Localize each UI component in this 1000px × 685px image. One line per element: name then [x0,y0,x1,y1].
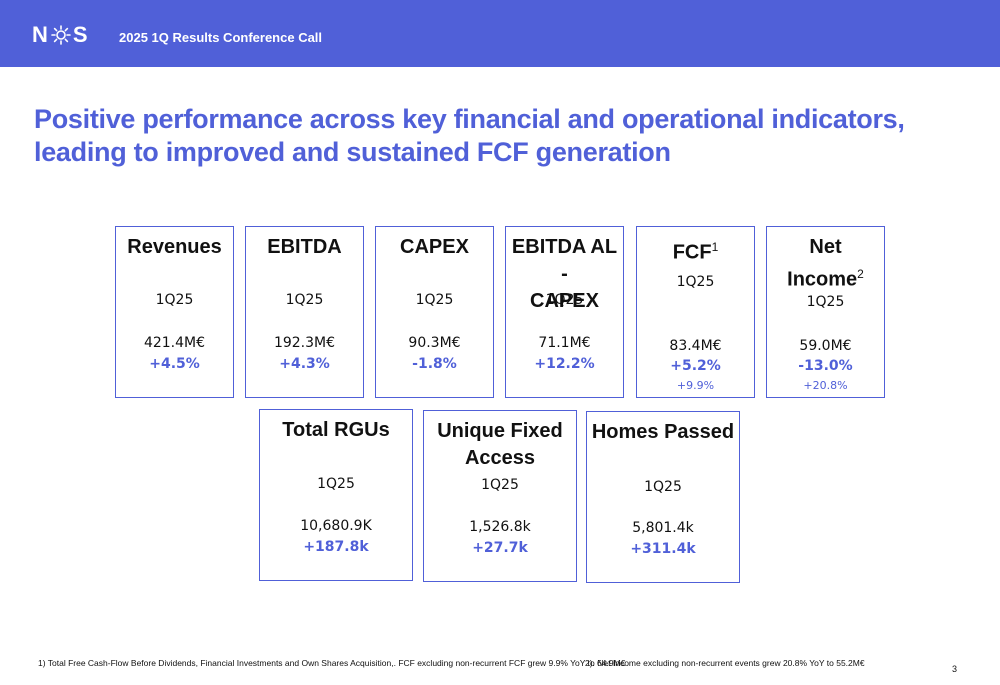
kpi-title: Homes Passed [591,421,735,443]
kpi-card-net-income: Net Income2 1Q25 59.0M€ -13.0% +20.8% [766,226,885,398]
kpi-change-adjusted: +9.9% [676,379,715,392]
kpi-change: -13.0% [798,358,853,374]
slide-title-line1: Positive performance across key financia… [34,104,905,134]
kpi-card-fcf: FCF1 1Q25 83.4M€ +5.2% +9.9% [636,226,755,398]
kpi-title: EBITDA AL - CAPEX [506,234,623,315]
footnote-2: 2). Net Income excluding non-recurrent e… [585,658,865,668]
nos-logo: N S [32,22,89,48]
kpi-title-line2-wrap: Income2 [767,261,884,294]
kpi-title: Unique Fixed Access [424,418,576,472]
kpi-change: +4.5% [149,356,200,372]
logo-letter-s: S [72,22,89,47]
kpi-title-line2: CAPEX [530,290,599,312]
kpi-value: 5,801.4k [632,520,694,536]
kpi-period: 1Q25 [481,477,519,493]
kpi-period: 1Q25 [644,479,682,495]
kpi-title: EBITDA [267,236,342,258]
kpi-title-line1: Net [809,236,842,258]
kpi-title-line1: EBITDA AL - [511,236,618,285]
slide-title: Positive performance across key financia… [34,103,934,169]
kpi-value: 1,526.8k [469,519,531,535]
kpi-change: -1.8% [412,356,457,372]
kpi-title: Revenues [127,236,222,258]
kpi-change: +27.7k [472,540,528,556]
kpi-card-ebitda-al-capex: EBITDA AL - CAPEX 1Q25 71.1M€ +12.2% [505,226,624,398]
kpi-card-unique-fixed-access: Unique Fixed Access 1Q25 1,526.8k +27.7k [423,410,577,582]
kpi-card-capex: CAPEX 1Q25 90.3M€ -1.8% [375,226,494,398]
kpi-change: +187.8k [303,539,369,555]
kpi-title-text: FCF [672,241,712,264]
kpi-period: 1Q25 [285,292,324,308]
slide-title-line2: leading to improved and sustained FCF ge… [34,137,671,167]
kpi-change: +5.2% [670,358,721,374]
kpi-value: 10,680.9K [300,518,372,534]
kpi-card-revenues: Revenues 1Q25 421.4M€ +4.5% [115,226,234,398]
kpi-title: CAPEX [400,236,469,258]
kpi-period: 1Q25 [155,292,194,308]
logo-letter-n: N [32,22,49,47]
sun-icon [51,25,71,45]
kpi-change-adjusted: +20.8% [803,379,848,392]
kpi-period: 1Q25 [676,274,715,290]
kpi-change: +311.4k [630,541,696,557]
kpi-value: 421.4M€ [143,335,206,351]
kpi-title-line1: Unique Fixed [437,420,563,442]
kpi-period: 1Q25 [415,292,454,308]
kpi-title-line2: Access [464,447,536,469]
kpi-period: 1Q25 [317,476,355,492]
kpi-period: 1Q25 [806,294,845,310]
presentation-subtitle: 2025 1Q Results Conference Call [119,30,323,45]
kpi-title: Net Income2 [767,234,884,294]
kpi-change: +4.3% [279,356,330,372]
kpi-value: 192.3M€ [273,335,336,351]
header-bar: N S 2025 1Q Results Conference Call [0,0,1000,67]
kpi-title: FCF1 [637,234,754,267]
page-number: 3 [951,664,957,674]
kpi-value: 83.4M€ [669,338,722,354]
kpi-change: +12.2% [534,356,595,372]
kpi-value: 90.3M€ [408,335,461,351]
kpi-title-line2: Income [787,268,858,291]
footnote-ref: 1 [711,240,719,254]
kpi-title: Total RGUs [282,419,390,441]
kpi-period: 1Q25 [545,292,584,308]
footnote-ref: 2 [857,267,864,281]
kpi-value: 59.0M€ [799,338,852,354]
kpi-card-ebitda: EBITDA 1Q25 192.3M€ +4.3% [245,226,364,398]
kpi-card-total-rgus: Total RGUs 1Q25 10,680.9K +187.8k [259,409,413,581]
kpi-value: 71.1M€ [538,335,591,351]
kpi-card-homes-passed: Homes Passed 1Q25 5,801.4k +311.4k [586,411,740,583]
footnote-1: 1) Total Free Cash-Flow Before Dividends… [38,658,626,668]
